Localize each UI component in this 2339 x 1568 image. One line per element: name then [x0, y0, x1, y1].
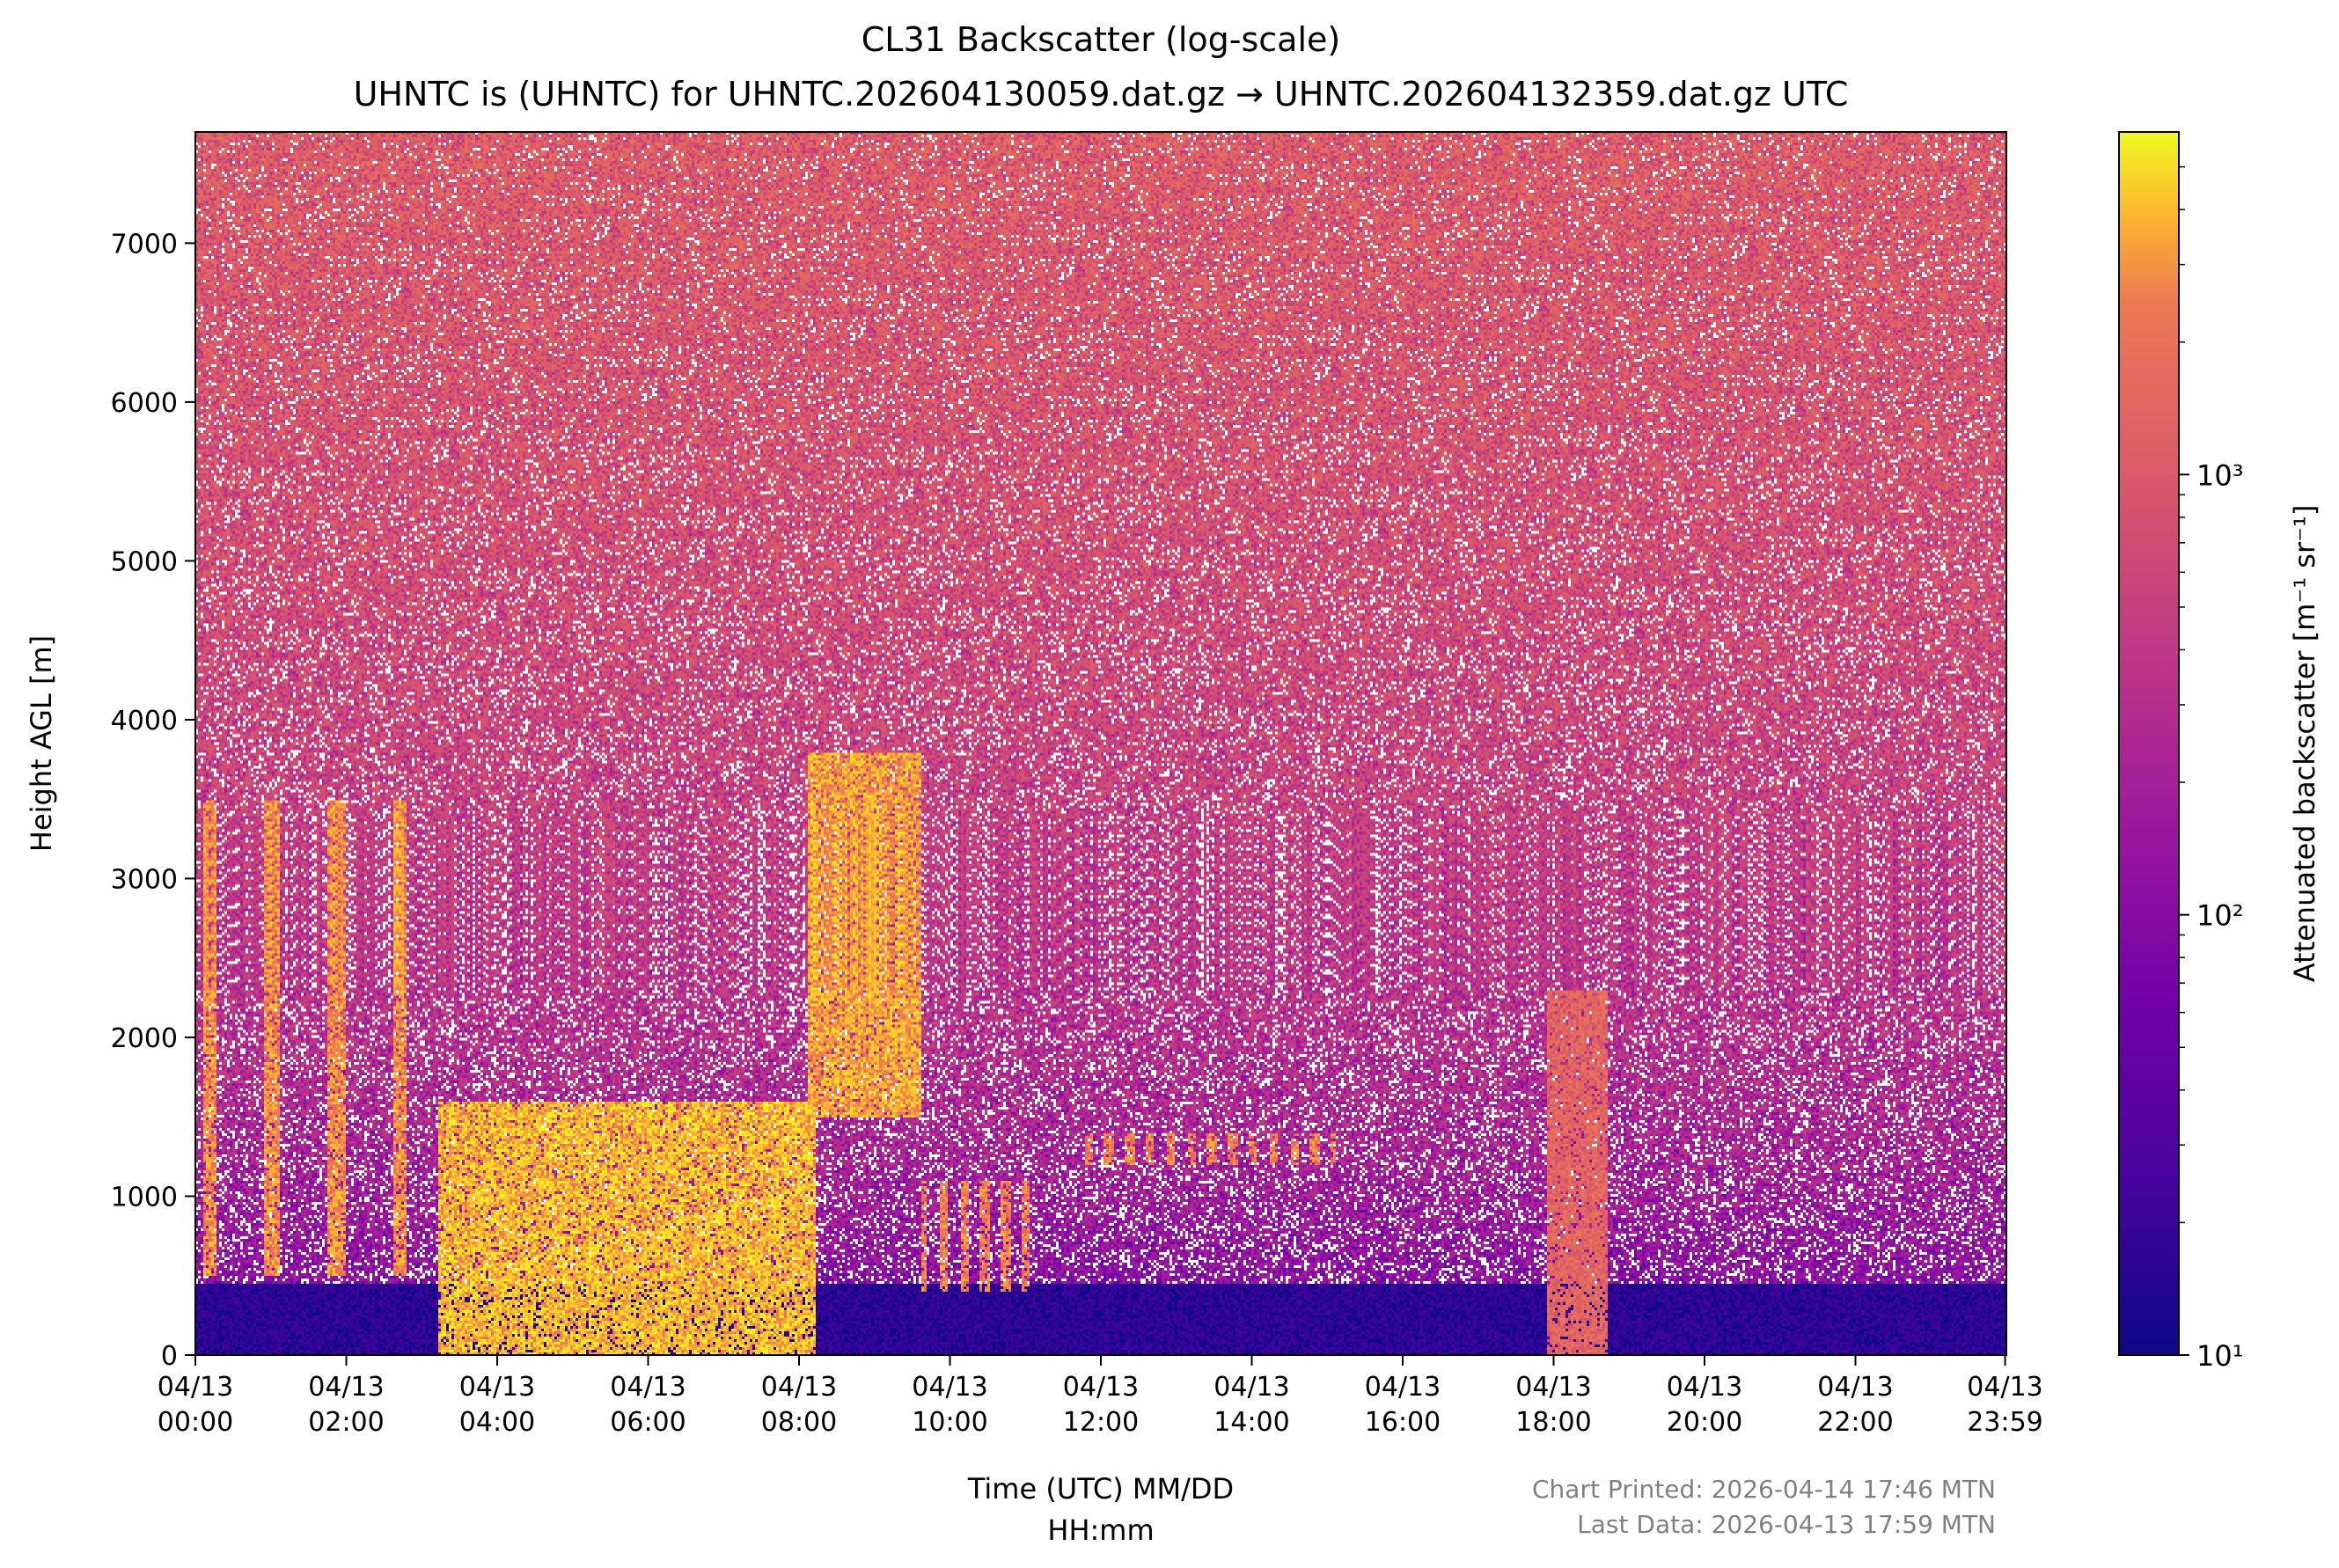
y-tick-label: 7000 — [111, 229, 178, 260]
x-tick-time: 16:00 — [1365, 1407, 1441, 1438]
x-tick-date: 04/13 — [1365, 1372, 1441, 1403]
x-tick-date: 04/13 — [1817, 1372, 1893, 1403]
x-tick-date: 04/13 — [1515, 1372, 1591, 1403]
y-tick-label: 3000 — [111, 864, 178, 895]
y-tick-label: 2000 — [111, 1023, 178, 1054]
colorbar-ticks: 10¹ 10² 10³ — [2179, 165, 2244, 1373]
x-tick-time: 00:00 — [158, 1407, 233, 1438]
x-tick-date: 04/13 — [308, 1372, 384, 1403]
y-tick-label: 4000 — [111, 706, 178, 736]
colorbar-label: Attenuated backscatter [m⁻¹ sr⁻¹] — [2288, 505, 2321, 983]
x-tick-date: 04/13 — [610, 1372, 686, 1403]
y-tick-label: 0 — [161, 1341, 178, 1372]
x-tick-time: 12:00 — [1063, 1407, 1139, 1438]
x-tick-date: 04/13 — [459, 1372, 535, 1403]
plot-area — [194, 131, 2007, 1356]
x-axis-label-line1: Time (UTC) MM/DD — [967, 1472, 1234, 1506]
chart-title: CL31 Backscatter (log-scale) — [862, 20, 1340, 59]
x-tick-date: 04/13 — [761, 1372, 837, 1403]
colorbar-tick-label: 10¹ — [2196, 1339, 2244, 1373]
backscatter-heatmap — [195, 132, 2006, 1355]
y-tick-label: 1000 — [111, 1182, 178, 1213]
x-tick-time: 02:00 — [308, 1407, 384, 1438]
x-tick-time: 23:59 — [1967, 1407, 2042, 1438]
chart-subtitle: UHNTC is (UHNTC) for UHNTC.202604130059.… — [354, 75, 1849, 114]
colorbar-tick-label: 10² — [2196, 899, 2244, 933]
x-tick-time: 14:00 — [1213, 1407, 1289, 1438]
x-tick-date: 04/13 — [912, 1372, 987, 1403]
y-tick-label: 6000 — [111, 388, 178, 419]
x-tick-time: 08:00 — [761, 1407, 837, 1438]
x-tick-date: 04/13 — [1063, 1372, 1139, 1403]
x-axis: 04/13 00:00 04/13 02:00 04/13 04:00 04/13 06:00… — [158, 1355, 2043, 1438]
x-tick-time: 22:00 — [1817, 1407, 1893, 1438]
y-tick-label: 5000 — [111, 546, 178, 577]
x-tick-time: 18:00 — [1515, 1407, 1591, 1438]
x-tick-date: 04/13 — [1213, 1372, 1289, 1403]
x-tick-time: 10:00 — [912, 1407, 987, 1438]
x-tick-time: 06:00 — [610, 1407, 686, 1438]
x-tick-date: 04/13 — [158, 1372, 233, 1403]
x-tick-time: 20:00 — [1667, 1407, 1742, 1438]
colorbar-gradient — [2118, 131, 2180, 1356]
x-tick-date: 04/13 — [1967, 1372, 2042, 1403]
y-axis: 0 1000 2000 3000 4000 5000 6000 7000 — [111, 229, 195, 1372]
y-axis-label: Height AGL [m] — [25, 635, 58, 852]
x-tick-date: 04/13 — [1667, 1372, 1742, 1403]
colorbar: 10¹ 10² 10³ Attenuated backscatter [m⁻¹ sr… — [2118, 131, 2321, 1373]
last-data-note: Last Data: 2026-04-13 17:59 MTN — [1577, 1510, 1996, 1539]
x-axis-label-line2: HH:mm — [1047, 1513, 1154, 1547]
colorbar-tick-label: 10³ — [2196, 458, 2244, 492]
chart-printed-note: Chart Printed: 2026-04-14 17:46 MTN — [1532, 1475, 1996, 1504]
x-tick-time: 04:00 — [459, 1407, 535, 1438]
